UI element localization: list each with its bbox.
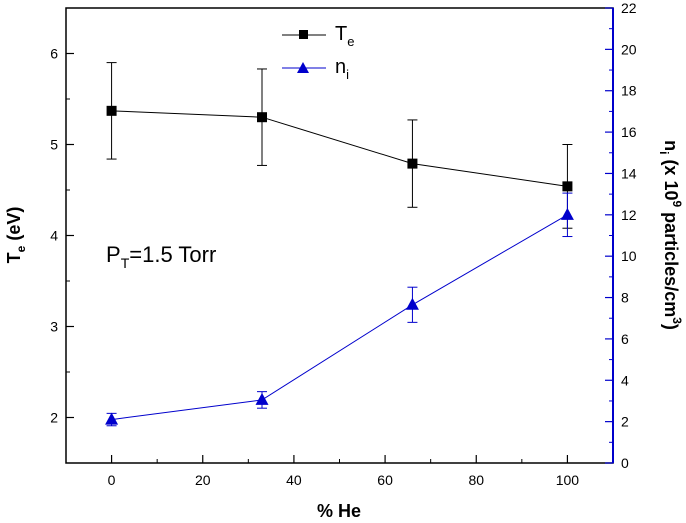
Te-point [257,112,268,123]
right-y-tick-label: 22 [621,0,637,16]
right-y-tick-label: 16 [621,124,637,140]
right-y-tick-label: 4 [621,372,629,388]
Te-point [106,105,117,116]
ni-line [111,214,568,421]
series-layer [105,62,574,427]
x-axis: 0 20 40 60 80 100 [108,455,580,488]
legend-ni-label: ni [335,56,349,82]
x-tick-label: 20 [195,472,211,488]
left-y-axis: 2 3 4 5 6 [50,46,74,426]
right-y-tick-label: 10 [621,248,637,264]
right-y-tick-label: 8 [621,290,629,306]
right-y-tick-label: 14 [621,165,637,181]
left-y-tick-label: 5 [50,137,58,153]
x-axis-label: % He [317,501,361,521]
right-y-tick-label: 0 [621,455,629,471]
legend-te-marker [299,30,308,39]
legend-ni-marker [297,62,309,73]
x-tick-label: 40 [286,472,302,488]
pressure-annotation: PT=1.5 Torr [106,242,216,271]
left-y-tick-label: 6 [50,46,58,62]
right-y-axis-label: ni (x 109 particles/cm3) [657,140,684,330]
Te-point [407,158,418,169]
x-tick-label: 0 [108,472,116,488]
right-y-tick-label: 12 [621,207,637,223]
right-y-tick-label: 2 [621,414,629,430]
left-y-axis-label: Te (eV) [4,207,28,264]
right-y-axis: 0 2 4 6 8 10 12 14 16 18 20 22 [605,0,637,471]
legend: Te ni [282,23,354,82]
ni-point [405,297,419,310]
left-y-tick-label: 4 [50,228,58,244]
left-y-tick-label: 3 [50,319,58,335]
left-y-tick-label: 2 [50,410,58,426]
right-y-tick-label: 18 [621,83,637,99]
ni-point [105,412,119,425]
Te-line [111,110,568,187]
right-y-tick-label: 6 [621,331,629,347]
x-tick-label: 60 [377,472,393,488]
right-y-tick-label: 20 [621,41,637,57]
ni-point [255,392,269,405]
legend-te-label: Te [335,23,354,49]
Te-point [562,181,573,192]
x-tick-label: 100 [556,472,580,488]
ni-point [560,207,574,220]
x-tick-label: 80 [468,472,484,488]
